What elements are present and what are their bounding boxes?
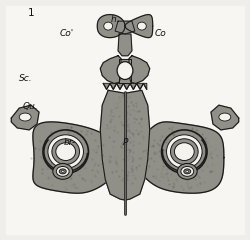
Polygon shape bbox=[119, 59, 131, 84]
Polygon shape bbox=[97, 15, 125, 38]
Text: Co': Co' bbox=[60, 29, 74, 38]
Polygon shape bbox=[129, 56, 150, 84]
Ellipse shape bbox=[166, 135, 202, 168]
Polygon shape bbox=[137, 122, 224, 193]
Ellipse shape bbox=[137, 22, 146, 30]
Polygon shape bbox=[118, 34, 132, 56]
Polygon shape bbox=[211, 105, 239, 130]
Polygon shape bbox=[103, 84, 147, 89]
Text: h: h bbox=[111, 15, 117, 24]
Ellipse shape bbox=[178, 163, 197, 179]
Text: 1: 1 bbox=[28, 8, 34, 18]
Polygon shape bbox=[100, 90, 150, 200]
Ellipse shape bbox=[170, 139, 198, 164]
Polygon shape bbox=[125, 15, 153, 38]
Ellipse shape bbox=[19, 113, 31, 121]
Polygon shape bbox=[115, 21, 135, 34]
Ellipse shape bbox=[61, 170, 64, 172]
Text: Co: Co bbox=[155, 29, 167, 38]
Polygon shape bbox=[11, 105, 39, 130]
Text: P: P bbox=[122, 138, 128, 147]
Ellipse shape bbox=[184, 169, 191, 174]
Text: Qu.: Qu. bbox=[22, 102, 38, 111]
Ellipse shape bbox=[52, 139, 80, 164]
Ellipse shape bbox=[48, 135, 84, 168]
Ellipse shape bbox=[186, 170, 189, 172]
Text: Sc.: Sc. bbox=[19, 74, 32, 83]
Ellipse shape bbox=[56, 143, 76, 161]
Ellipse shape bbox=[219, 113, 231, 121]
Ellipse shape bbox=[56, 167, 69, 176]
Polygon shape bbox=[100, 56, 121, 84]
Ellipse shape bbox=[59, 169, 66, 174]
Ellipse shape bbox=[53, 163, 72, 179]
Polygon shape bbox=[33, 122, 121, 193]
Ellipse shape bbox=[117, 62, 133, 79]
Polygon shape bbox=[6, 6, 244, 234]
Text: br-: br- bbox=[63, 138, 76, 147]
Ellipse shape bbox=[174, 143, 194, 161]
Ellipse shape bbox=[181, 167, 194, 176]
Ellipse shape bbox=[104, 22, 113, 30]
